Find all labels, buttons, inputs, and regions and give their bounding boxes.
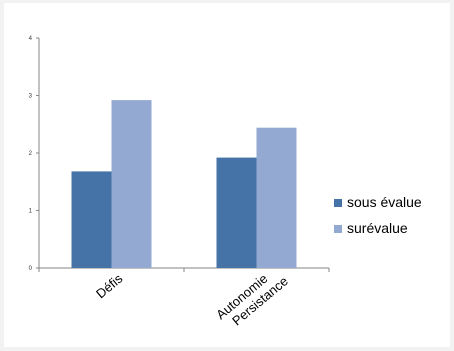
legend-swatch xyxy=(334,199,342,207)
bar-surévalue-1 xyxy=(256,127,297,268)
category-label: AutonomiePersistance xyxy=(213,262,291,334)
y-tick-label: 4 xyxy=(29,36,33,42)
bar-chart: 0 1 2 3 4 Défis AutonomiePersistance sous éva… xyxy=(29,36,422,334)
y-tick-label: 3 xyxy=(29,94,33,100)
legend-swatch xyxy=(334,225,342,233)
y-tick-label: 0 xyxy=(29,266,33,272)
chart-frame: 0 1 2 3 4 Défis AutonomiePersistance sous éva… xyxy=(4,3,450,347)
legend-label: sous évalue xyxy=(347,194,422,210)
bar-surévalue-0 xyxy=(111,100,152,268)
y-tick-label: 2 xyxy=(29,151,33,157)
y-tick-label: 1 xyxy=(29,209,33,215)
y-axis: 0 1 2 3 4 xyxy=(29,36,40,272)
bar-sous-évalue-0 xyxy=(71,171,112,268)
bars xyxy=(71,100,297,268)
x-axis xyxy=(38,267,330,272)
category-labels: Défis AutonomiePersistance xyxy=(93,262,291,334)
legend: sous évalue surévalue xyxy=(334,194,422,236)
category-label-line: Défis xyxy=(93,270,126,301)
bar-sous-évalue-1 xyxy=(216,157,257,268)
legend-label: surévalue xyxy=(347,220,408,236)
category-label: Défis xyxy=(93,270,126,301)
